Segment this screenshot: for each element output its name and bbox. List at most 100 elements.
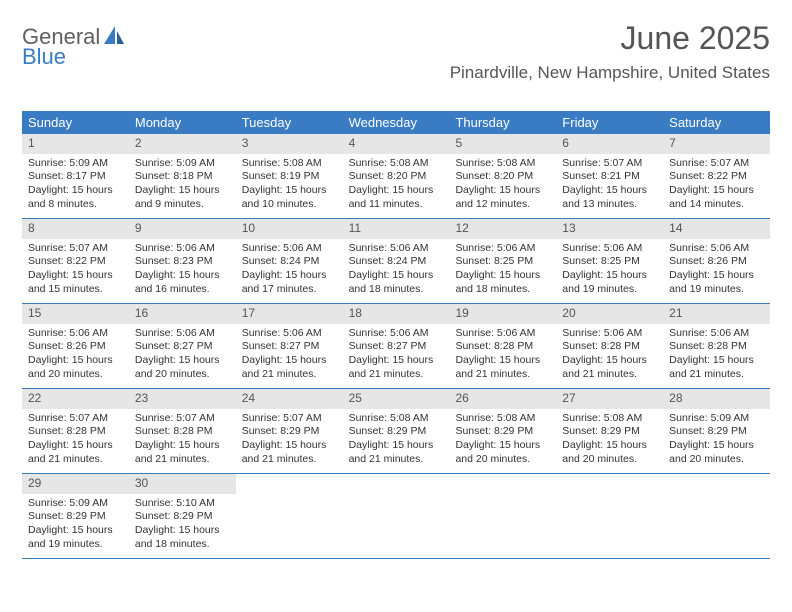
day-number: 27 [556,389,663,409]
day-cell: 10Sunrise: 5:06 AMSunset: 8:24 PMDayligh… [236,219,343,303]
day-number: 21 [663,304,770,324]
day-body: Sunrise: 5:08 AMSunset: 8:29 PMDaylight:… [556,409,663,473]
day-body: Sunrise: 5:08 AMSunset: 8:29 PMDaylight:… [343,409,450,473]
day-day1: Daylight: 15 hours [562,354,657,368]
day-sunset: Sunset: 8:22 PM [28,255,123,269]
day-body: Sunrise: 5:08 AMSunset: 8:20 PMDaylight:… [343,154,450,218]
day-sunrise: Sunrise: 5:06 AM [242,327,337,341]
day-day1: Daylight: 15 hours [455,184,550,198]
month-title: June 2025 [450,20,770,57]
day-sunset: Sunset: 8:29 PM [349,425,444,439]
day-sunrise: Sunrise: 5:07 AM [242,412,337,426]
day-header-friday: Friday [556,111,663,134]
week-row: 8Sunrise: 5:07 AMSunset: 8:22 PMDaylight… [22,219,770,304]
day-body: Sunrise: 5:06 AMSunset: 8:28 PMDaylight:… [556,324,663,388]
day-sunset: Sunset: 8:21 PM [562,170,657,184]
logo-text-blue: Blue [22,44,66,69]
day-number: 28 [663,389,770,409]
day-sunset: Sunset: 8:27 PM [349,340,444,354]
day-day2: and 20 minutes. [455,453,550,467]
day-cell: 16Sunrise: 5:06 AMSunset: 8:27 PMDayligh… [129,304,236,388]
day-cell: 26Sunrise: 5:08 AMSunset: 8:29 PMDayligh… [449,389,556,473]
day-day1: Daylight: 15 hours [562,184,657,198]
day-day2: and 15 minutes. [28,283,123,297]
day-day2: and 21 minutes. [242,368,337,382]
day-sunrise: Sunrise: 5:06 AM [669,327,764,341]
day-day2: and 14 minutes. [669,198,764,212]
day-body: Sunrise: 5:06 AMSunset: 8:26 PMDaylight:… [663,239,770,303]
day-body: Sunrise: 5:06 AMSunset: 8:25 PMDaylight:… [556,239,663,303]
empty-cell [556,474,663,558]
day-body: Sunrise: 5:06 AMSunset: 8:28 PMDaylight:… [449,324,556,388]
day-cell: 28Sunrise: 5:09 AMSunset: 8:29 PMDayligh… [663,389,770,473]
day-number: 8 [22,219,129,239]
day-number: 30 [129,474,236,494]
header: General June 2025 Pinardville, New Hamps… [22,20,770,83]
day-sunrise: Sunrise: 5:06 AM [562,242,657,256]
day-sunrise: Sunrise: 5:09 AM [28,157,123,171]
day-body: Sunrise: 5:06 AMSunset: 8:27 PMDaylight:… [129,324,236,388]
day-day1: Daylight: 15 hours [135,354,230,368]
day-header-monday: Monday [129,111,236,134]
week-row: 29Sunrise: 5:09 AMSunset: 8:29 PMDayligh… [22,474,770,559]
week-row: 1Sunrise: 5:09 AMSunset: 8:17 PMDaylight… [22,134,770,219]
day-day2: and 8 minutes. [28,198,123,212]
day-sunrise: Sunrise: 5:09 AM [135,157,230,171]
day-number: 7 [663,134,770,154]
day-day1: Daylight: 15 hours [669,354,764,368]
day-sunset: Sunset: 8:28 PM [135,425,230,439]
day-body: Sunrise: 5:09 AMSunset: 8:18 PMDaylight:… [129,154,236,218]
day-sunrise: Sunrise: 5:09 AM [669,412,764,426]
day-sunset: Sunset: 8:23 PM [135,255,230,269]
day-cell: 20Sunrise: 5:06 AMSunset: 8:28 PMDayligh… [556,304,663,388]
day-sunrise: Sunrise: 5:08 AM [455,157,550,171]
day-header-row: Sunday Monday Tuesday Wednesday Thursday… [22,111,770,134]
day-day2: and 19 minutes. [562,283,657,297]
day-day1: Daylight: 15 hours [669,269,764,283]
day-day2: and 11 minutes. [349,198,444,212]
day-day2: and 18 minutes. [455,283,550,297]
day-day1: Daylight: 15 hours [242,354,337,368]
day-day1: Daylight: 15 hours [669,184,764,198]
day-sunrise: Sunrise: 5:06 AM [242,242,337,256]
day-sunrise: Sunrise: 5:07 AM [28,412,123,426]
day-cell: 25Sunrise: 5:08 AMSunset: 8:29 PMDayligh… [343,389,450,473]
day-cell: 1Sunrise: 5:09 AMSunset: 8:17 PMDaylight… [22,134,129,218]
day-day2: and 18 minutes. [135,538,230,552]
day-day1: Daylight: 15 hours [349,184,444,198]
empty-cell [236,474,343,558]
day-day2: and 19 minutes. [28,538,123,552]
day-day2: and 18 minutes. [349,283,444,297]
day-number: 4 [343,134,450,154]
day-number: 20 [556,304,663,324]
day-day1: Daylight: 15 hours [28,184,123,198]
day-body: Sunrise: 5:07 AMSunset: 8:22 PMDaylight:… [663,154,770,218]
day-day1: Daylight: 15 hours [562,269,657,283]
day-header-thursday: Thursday [449,111,556,134]
day-sunrise: Sunrise: 5:06 AM [28,327,123,341]
day-sunrise: Sunrise: 5:08 AM [562,412,657,426]
day-day1: Daylight: 15 hours [135,439,230,453]
logo-line2: Blue [22,44,66,70]
day-day2: and 21 minutes. [562,368,657,382]
day-day1: Daylight: 15 hours [669,439,764,453]
day-sunset: Sunset: 8:22 PM [669,170,764,184]
day-sunrise: Sunrise: 5:08 AM [349,157,444,171]
day-sunset: Sunset: 8:20 PM [455,170,550,184]
day-sunset: Sunset: 8:24 PM [349,255,444,269]
day-cell: 19Sunrise: 5:06 AMSunset: 8:28 PMDayligh… [449,304,556,388]
day-sunset: Sunset: 8:29 PM [242,425,337,439]
day-sunrise: Sunrise: 5:06 AM [349,242,444,256]
day-body: Sunrise: 5:08 AMSunset: 8:29 PMDaylight:… [449,409,556,473]
day-day1: Daylight: 15 hours [349,269,444,283]
day-sunrise: Sunrise: 5:08 AM [455,412,550,426]
day-body: Sunrise: 5:09 AMSunset: 8:17 PMDaylight:… [22,154,129,218]
day-number: 14 [663,219,770,239]
day-day2: and 19 minutes. [669,283,764,297]
day-body: Sunrise: 5:06 AMSunset: 8:23 PMDaylight:… [129,239,236,303]
day-body: Sunrise: 5:07 AMSunset: 8:21 PMDaylight:… [556,154,663,218]
day-cell: 11Sunrise: 5:06 AMSunset: 8:24 PMDayligh… [343,219,450,303]
day-sunset: Sunset: 8:27 PM [242,340,337,354]
day-number: 15 [22,304,129,324]
day-cell: 4Sunrise: 5:08 AMSunset: 8:20 PMDaylight… [343,134,450,218]
